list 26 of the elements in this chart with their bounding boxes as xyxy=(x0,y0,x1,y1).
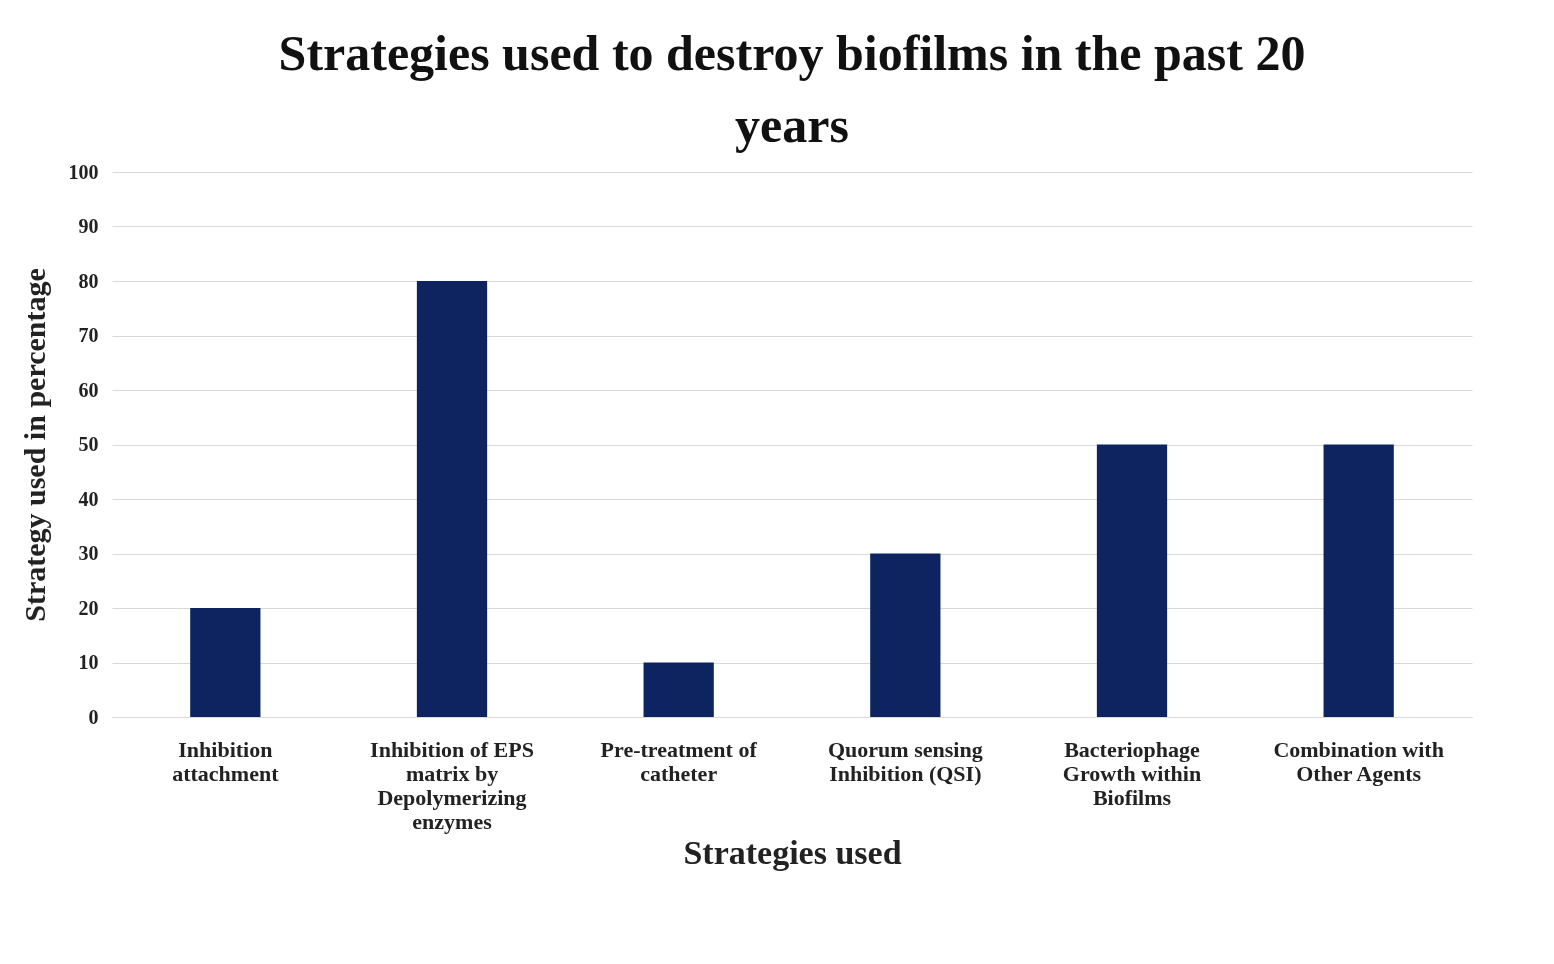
y-tick-label: 30 xyxy=(78,542,99,564)
chart-title: Strategies used to destroy biofilms in the past 20 years xyxy=(278,25,1306,153)
y-tick-label: 10 xyxy=(78,651,99,673)
y-tick-label: 60 xyxy=(78,378,99,401)
x-tick-label: Inhibition of EPS matrix by Depolymerizing enzymes xyxy=(370,736,534,834)
bar xyxy=(1323,444,1394,717)
x-tick-label: Quorum sensing Inhibition (QSI) xyxy=(828,736,983,786)
y-axis-title: Strategy used in percentage xyxy=(17,268,51,622)
y-tick-label: 50 xyxy=(78,433,99,455)
y-tick-label: 100 xyxy=(68,160,99,183)
y-tick-label: 80 xyxy=(78,269,99,292)
x-tick-label: Bacteriophage Growth within Biofilms xyxy=(1062,736,1202,810)
bar xyxy=(870,553,941,717)
bar xyxy=(643,662,714,717)
x-tick-label: Combination with Other Agents xyxy=(1273,736,1444,786)
x-axis-title: Strategies used xyxy=(683,833,902,871)
y-tick-label: 0 xyxy=(88,705,99,728)
bar xyxy=(190,608,261,717)
x-tick-label: Pre-treatment of catheter xyxy=(600,736,758,786)
y-tick-label: 70 xyxy=(78,324,99,346)
y-tick-label: 20 xyxy=(78,596,99,619)
y-tick-label: 90 xyxy=(78,215,99,237)
bar xyxy=(416,281,488,717)
x-tick-label: Inhibition attachment xyxy=(172,736,280,786)
bar xyxy=(1096,444,1168,717)
y-tick-label: 40 xyxy=(78,487,99,510)
